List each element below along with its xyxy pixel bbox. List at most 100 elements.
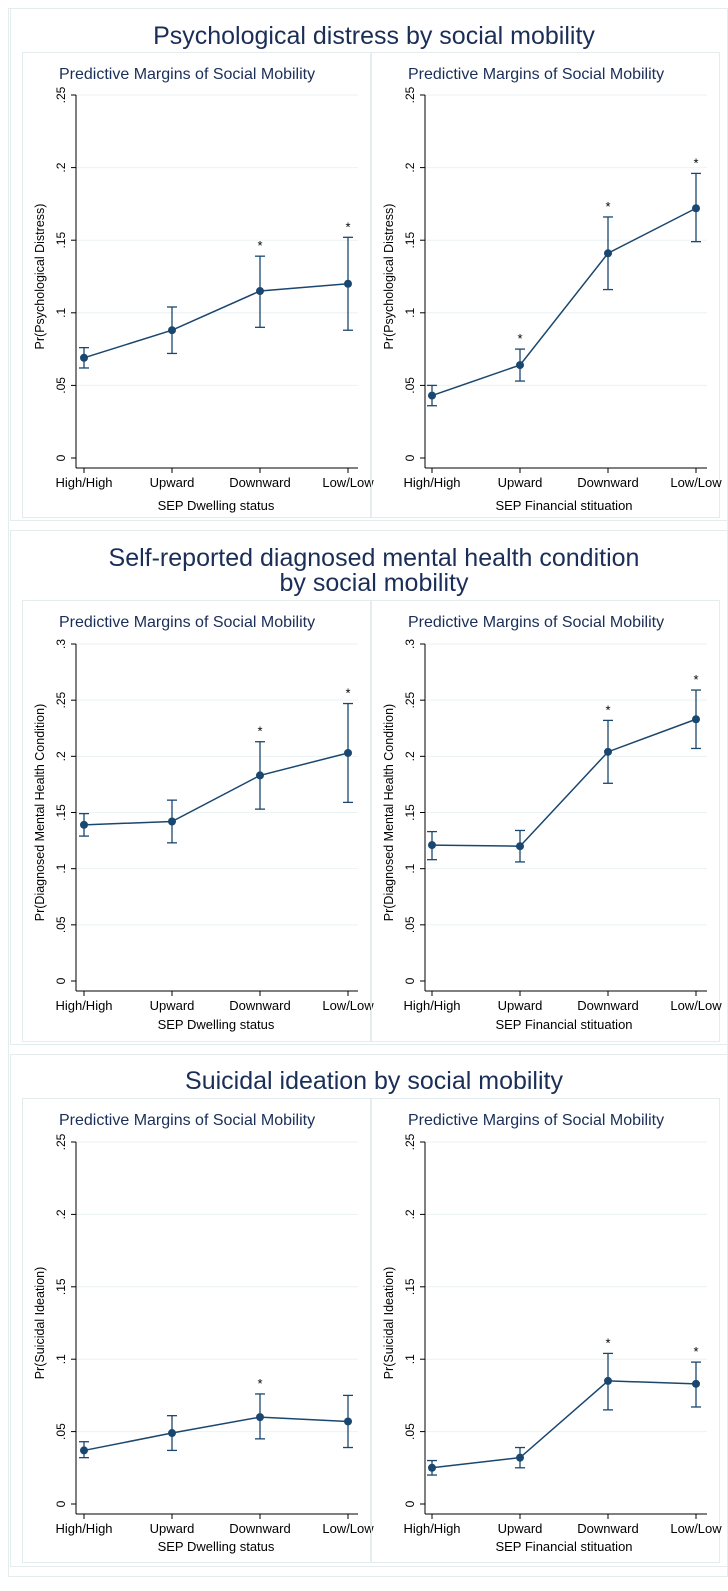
- y-tick-label: .15: [54, 1278, 68, 1295]
- series-line: [83, 1416, 349, 1452]
- significance-marker: *: [345, 219, 350, 234]
- x-tick-label: Upward: [498, 998, 543, 1013]
- panel-frame: [22, 1098, 371, 1563]
- x-tick-label: High/High: [55, 998, 112, 1013]
- chart-block: Suicidal ideation by social mobility Pred…: [10, 1054, 728, 1567]
- x-tick-label: High/High: [403, 475, 460, 490]
- y-tick-label: 0: [54, 454, 68, 461]
- block-frame: [10, 530, 728, 1045]
- x-tick-label: Upward: [150, 1521, 195, 1536]
- x-axis-label: SEP Dwelling status: [158, 1017, 275, 1032]
- y-tick-label: .2: [403, 1209, 417, 1219]
- x-tick-label: Low/Low: [670, 475, 722, 490]
- panel-title: Predictive Margins of Social Mobility: [408, 614, 664, 631]
- y-tick-label: .15: [54, 804, 68, 821]
- y-tick-label: .3: [403, 639, 417, 649]
- data-point: [516, 1453, 524, 1462]
- y-tick-label: .05: [403, 916, 417, 933]
- y-axis-label: Pr(Suicidal Ideation): [382, 1267, 396, 1380]
- y-tick-label: 0: [54, 1500, 68, 1507]
- y-tick-label: .25: [403, 1133, 417, 1150]
- chart-panel: Predictive Margins of Social Mobility 0 .0…: [371, 1098, 722, 1563]
- x-tick-label: Upward: [498, 475, 543, 490]
- y-tick-label: .05: [54, 377, 68, 394]
- data-point: [168, 817, 176, 826]
- y-tick-label: .1: [54, 307, 68, 317]
- series-line: [431, 1380, 697, 1469]
- data-point: [604, 1376, 612, 1385]
- significance-marker: *: [605, 199, 610, 214]
- y-tick-label: .1: [54, 863, 68, 873]
- y-tick-label: 0: [403, 977, 417, 984]
- x-tick-label: Upward: [150, 475, 195, 490]
- y-tick-label: .25: [403, 86, 417, 103]
- y-tick-label: .25: [54, 692, 68, 709]
- x-tick-label: Downward: [577, 998, 638, 1013]
- chart-panel: Predictive Margins of Social Mobility 0 .0…: [22, 1098, 374, 1563]
- significance-marker: *: [605, 702, 610, 717]
- x-tick-label: Downward: [229, 1521, 290, 1536]
- x-tick-label: High/High: [403, 998, 460, 1013]
- data-point: [428, 1463, 436, 1472]
- y-tick-label: .1: [54, 1354, 68, 1364]
- chart-panel: Predictive Margins of Social Mobility 0 .0…: [22, 600, 374, 1042]
- x-tick-label: Downward: [229, 998, 290, 1013]
- y-tick-label: .05: [403, 1423, 417, 1440]
- block-frame: [10, 1054, 728, 1567]
- data-point: [256, 771, 264, 780]
- data-point: [516, 361, 524, 370]
- x-tick-label: Low/Low: [670, 1521, 722, 1536]
- chart-panel: Predictive Margins of Social Mobility 0 .0…: [22, 52, 374, 518]
- data-point: [80, 1446, 88, 1455]
- significance-marker: *: [605, 1335, 610, 1350]
- y-tick-label: .05: [54, 916, 68, 933]
- panel-frame: [371, 52, 720, 518]
- chart-panel: Predictive Margins of Social Mobility 0 .0…: [371, 600, 722, 1042]
- y-tick-label: 0: [403, 1500, 417, 1507]
- x-tick-label: High/High: [55, 475, 112, 490]
- data-point: [80, 820, 88, 829]
- data-point: [256, 1413, 264, 1422]
- chart-block: Psychological distress by social mobilit…: [10, 8, 728, 521]
- chart-title: Suicidal ideation by social mobility: [185, 1067, 563, 1095]
- y-tick-label: .3: [54, 639, 68, 649]
- x-tick-label: High/High: [55, 1521, 112, 1536]
- block-frame: [10, 8, 728, 521]
- series-line: [431, 718, 697, 847]
- y-tick-label: .05: [54, 1423, 68, 1440]
- data-point: [428, 391, 436, 400]
- significance-marker: *: [693, 672, 698, 687]
- y-tick-label: .25: [403, 692, 417, 709]
- y-tick-label: .1: [403, 863, 417, 873]
- x-tick-label: Downward: [577, 1521, 638, 1536]
- panel-title: Predictive Margins of Social Mobility: [408, 66, 664, 83]
- y-axis-label: Pr(Diagnosed Mental Health Condition): [33, 704, 47, 921]
- panel-title: Predictive Margins of Social Mobility: [59, 1112, 315, 1129]
- data-point: [692, 204, 700, 213]
- panel-frame: [22, 600, 371, 1042]
- data-point: [692, 1379, 700, 1388]
- x-axis-label: SEP Financial stituation: [495, 1017, 632, 1032]
- x-axis-label: SEP Dwelling status: [158, 1539, 275, 1554]
- series-line: [83, 283, 349, 359]
- x-tick-label: Low/Low: [322, 998, 374, 1013]
- data-point: [256, 287, 264, 296]
- panel-frame: [371, 600, 720, 1042]
- chart-title: Psychological distress by social mobilit…: [153, 22, 595, 50]
- y-axis-label: Pr(Diagnosed Mental Health Condition): [382, 704, 396, 921]
- y-tick-label: .15: [403, 1278, 417, 1295]
- data-point: [80, 353, 88, 362]
- x-tick-label: High/High: [403, 1521, 460, 1536]
- y-tick-label: .05: [403, 377, 417, 394]
- chart-block: Self-reported diagnosed mental health co…: [10, 530, 728, 1045]
- chart-panel: Predictive Margins of Social Mobility 0 .0…: [371, 52, 722, 518]
- x-tick-label: Upward: [498, 1521, 543, 1536]
- significance-marker: *: [693, 1344, 698, 1359]
- y-tick-label: .25: [54, 86, 68, 103]
- series-line: [83, 752, 349, 826]
- y-tick-label: .2: [54, 1209, 68, 1219]
- data-point: [516, 842, 524, 851]
- data-point: [168, 1429, 176, 1438]
- x-axis-label: SEP Financial stituation: [495, 498, 632, 513]
